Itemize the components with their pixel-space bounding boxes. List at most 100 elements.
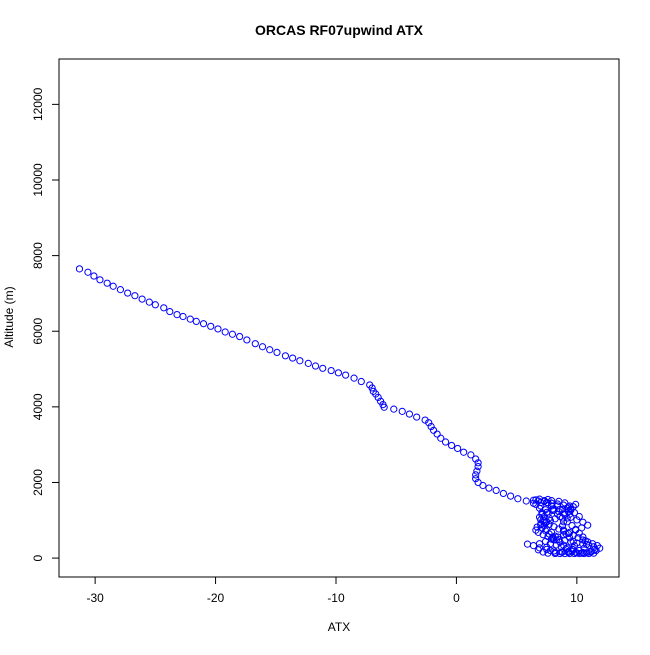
data-point [570, 549, 579, 558]
data-point [485, 484, 493, 492]
data-point [572, 500, 580, 508]
y-tick-label: 6000 [31, 318, 45, 345]
data-point [448, 441, 456, 450]
x-tick-label: -20 [207, 591, 225, 605]
data-point [319, 364, 327, 372]
data-point [544, 549, 552, 557]
y-tick-label: 10000 [31, 163, 45, 197]
data-point [109, 282, 117, 290]
data-point [558, 505, 567, 513]
data-point [166, 307, 174, 316]
data-point [289, 354, 297, 362]
y-tick-label: 2000 [31, 469, 45, 496]
data-point [398, 407, 406, 415]
data-point [578, 549, 586, 557]
data-point [368, 384, 376, 392]
data-point [561, 549, 569, 558]
x-tick-label: -30 [86, 591, 104, 605]
data-point [380, 403, 388, 411]
data-point [236, 332, 244, 341]
y-axis: 0 2000 4000 6000 8000 10000 12000 [31, 87, 59, 561]
data-point [342, 371, 350, 379]
data-point [266, 346, 274, 354]
y-tick-label: 4000 [31, 393, 45, 420]
data-point [575, 549, 583, 558]
data-point [151, 301, 159, 309]
data-point [311, 362, 320, 370]
data-point [131, 292, 139, 300]
data-point [472, 475, 480, 483]
data-point [563, 518, 571, 526]
data-point [535, 544, 544, 552]
data-point [537, 521, 545, 529]
data-point [580, 549, 588, 558]
y-tick-label: 0 [31, 554, 45, 561]
data-point [103, 279, 111, 287]
data-point [479, 481, 487, 490]
data-point [575, 512, 583, 521]
data-point [547, 497, 556, 505]
data-point [429, 426, 438, 434]
data-point [251, 340, 259, 348]
data-point [544, 532, 552, 541]
y-axis-label: Altitude (m) [2, 286, 16, 347]
data-point [441, 438, 450, 446]
data-point [473, 467, 481, 475]
data-point [460, 448, 468, 456]
data-point [569, 531, 577, 540]
data-point [160, 304, 168, 312]
data-point [214, 325, 222, 333]
x-axis: -30 -20 -10 0 10 [86, 577, 584, 605]
data-point [199, 320, 208, 328]
data-points [75, 265, 604, 558]
data-point [584, 521, 592, 529]
data-point [553, 502, 562, 510]
data-point [138, 295, 146, 303]
data-point [590, 549, 598, 557]
x-tick-label: 10 [570, 591, 584, 605]
data-point [467, 451, 475, 459]
data-point [492, 486, 500, 495]
data-point [281, 352, 290, 360]
x-axis-label: ATX [328, 620, 350, 634]
data-point [179, 312, 187, 321]
data-point [564, 503, 573, 511]
data-point [579, 533, 587, 541]
data-point [578, 524, 586, 532]
data-point [192, 317, 200, 325]
data-point [374, 393, 382, 401]
plot-frame [58, 58, 620, 578]
data-point [593, 542, 601, 550]
data-point [186, 315, 194, 323]
data-point [243, 336, 251, 344]
chart-title: ORCAS RF07upwind ATX [255, 22, 424, 38]
data-point [425, 419, 433, 427]
data-point [551, 549, 559, 558]
data-point [472, 455, 480, 463]
data-point [258, 343, 267, 351]
data-point [84, 268, 92, 276]
data-point [562, 545, 570, 553]
data-point [273, 348, 281, 357]
data-point [570, 509, 579, 517]
x-tick-label: -10 [327, 591, 345, 605]
data-point [474, 459, 482, 467]
data-point [560, 518, 568, 526]
data-point [567, 505, 575, 513]
data-point [556, 549, 564, 558]
x-tick-label: 0 [453, 591, 460, 605]
data-point [96, 276, 104, 284]
data-point [454, 444, 462, 453]
data-point [304, 359, 312, 367]
data-point [522, 497, 530, 505]
data-point [568, 547, 576, 555]
data-point [433, 430, 441, 438]
data-point [437, 434, 445, 442]
data-point [546, 517, 554, 525]
data-point [507, 492, 515, 500]
data-point [472, 471, 480, 479]
data-point [327, 366, 335, 375]
data-point [75, 265, 84, 273]
data-point [534, 528, 542, 536]
data-point [145, 298, 153, 306]
